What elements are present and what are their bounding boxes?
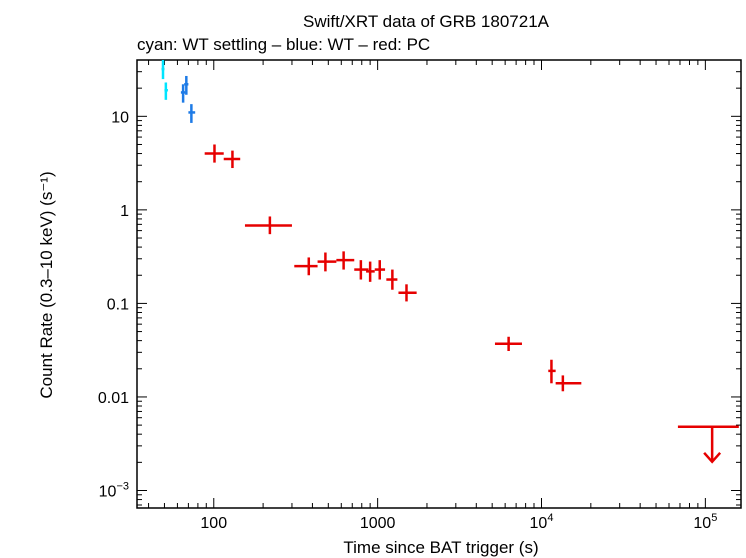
chart-title: Swift/XRT data of GRB 180721A [303, 12, 550, 31]
upper-limit-arrow-head [703, 451, 722, 464]
y-tick-label-base: 0.1 [107, 296, 129, 313]
series-pc [204, 144, 739, 464]
x-tick-label-exponent: 4 [547, 512, 553, 524]
data-point [354, 260, 369, 280]
chart-subtitle: cyan: WT settling – blue: WT – red: PC [137, 35, 430, 54]
data-point [244, 216, 292, 235]
y-tick-label: 10−3 [99, 480, 129, 500]
data-point [336, 251, 355, 270]
y-tick-label-base: 1 [120, 203, 129, 220]
data-point [374, 260, 386, 280]
upper-limit-point [677, 425, 739, 464]
data-point [366, 261, 375, 282]
x-tick-label-base: 10 [693, 515, 711, 532]
data-point [180, 84, 186, 103]
x-tick-label-base: 100 [200, 515, 227, 532]
y-axis-label: Count Rate (0.3–10 keV) (s⁻¹) [37, 171, 56, 398]
x-tick-label-exponent: 5 [711, 512, 717, 524]
data-point [164, 82, 168, 100]
data-point [494, 336, 522, 351]
plot-frame [136, 59, 742, 509]
data-point [398, 284, 417, 302]
x-tick-label-base: 1000 [360, 515, 396, 532]
y-tick-label: 0.1 [107, 296, 129, 313]
data-points-group [161, 60, 739, 464]
data-point [548, 359, 556, 384]
y-tick-label: 0.01 [98, 390, 129, 407]
data-point [386, 269, 398, 290]
y-tick-label-base: 10 [111, 109, 129, 126]
y-tick-label-base: 10 [99, 483, 117, 500]
y-tick-label-base: 0.01 [98, 390, 129, 407]
data-point [317, 252, 337, 272]
y-tick-label: 10 [111, 109, 129, 126]
x-tick-label-base: 10 [530, 515, 548, 532]
series-wt [180, 75, 196, 123]
data-point [223, 150, 241, 169]
x-axis-label: Time since BAT trigger (s) [343, 538, 538, 557]
data-point [204, 144, 224, 163]
data-point [555, 375, 582, 392]
data-point [161, 60, 165, 80]
series-wt-settling [161, 60, 168, 100]
axes-frame-group [136, 59, 742, 509]
data-point [188, 104, 196, 123]
y-tick-label: 1 [120, 203, 129, 220]
data-point [184, 75, 189, 95]
y-tick-label-exponent: −3 [116, 480, 129, 492]
x-tick-label: 104 [530, 512, 554, 532]
x-tick-label: 105 [693, 512, 717, 532]
x-tick-label: 100 [200, 515, 227, 532]
x-tick-label: 1000 [360, 515, 396, 532]
data-point [294, 257, 318, 276]
